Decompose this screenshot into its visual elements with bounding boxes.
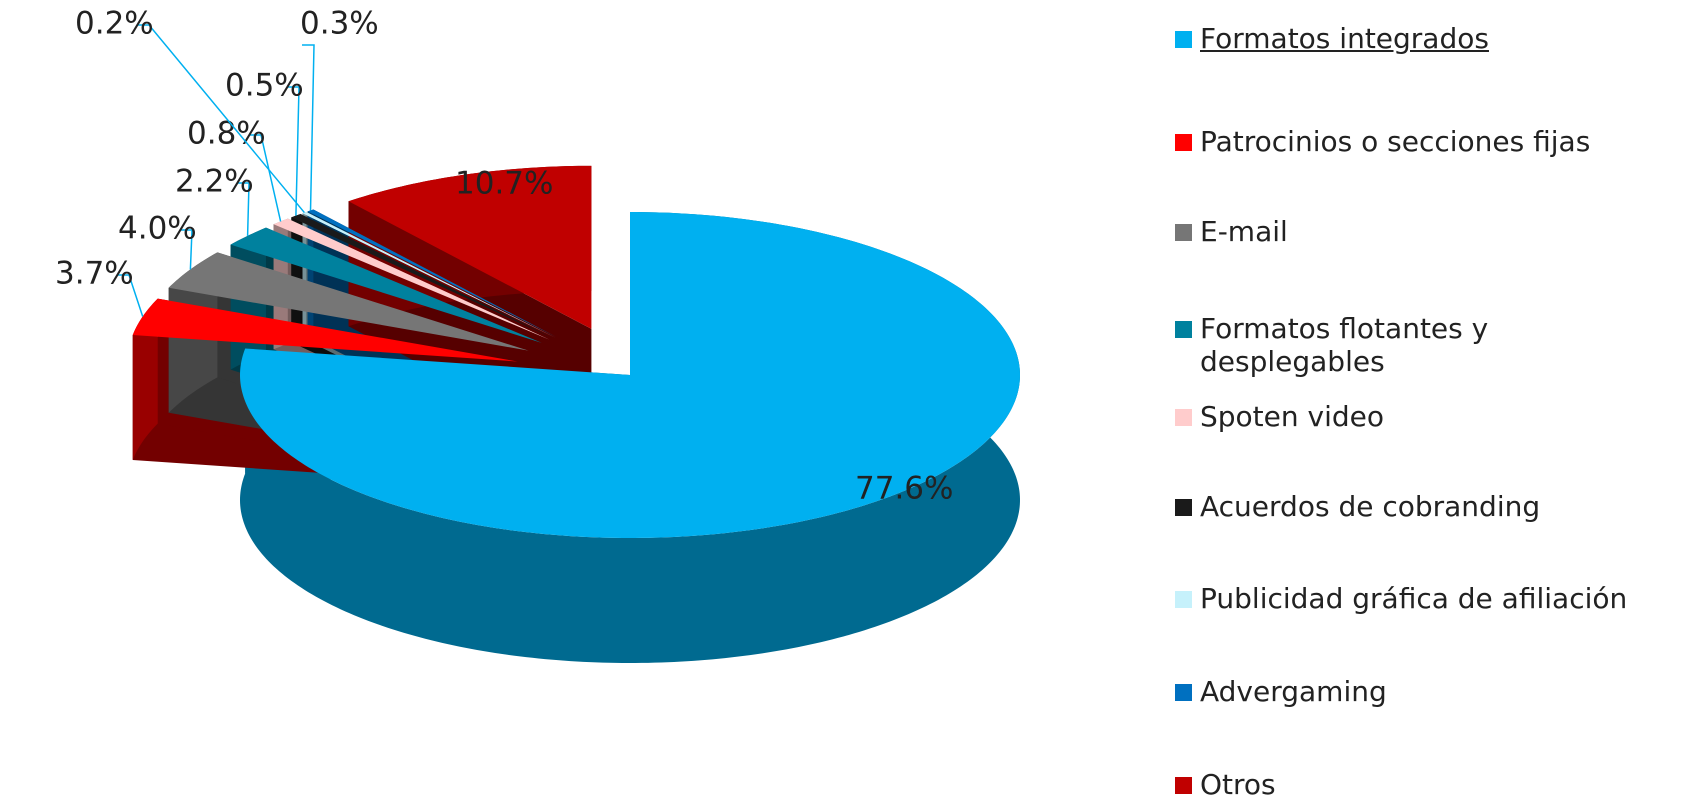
slice xyxy=(291,213,553,339)
leader-line xyxy=(237,182,250,236)
slice xyxy=(348,165,592,329)
tops xyxy=(132,165,1020,538)
legend-item: Publicidad gráfica de afiliación xyxy=(1175,582,1627,615)
slice xyxy=(132,298,518,362)
data-label: 0.2% xyxy=(75,6,154,42)
legend-label: Advergaming xyxy=(1200,675,1387,708)
slice xyxy=(273,218,550,340)
legend-label: Otros xyxy=(1200,768,1276,801)
legend-item: E-mail xyxy=(1175,215,1288,248)
data-label: 4.0% xyxy=(118,211,197,247)
legend-label: Patrocinios o secciones fijas xyxy=(1200,125,1591,158)
leader-line xyxy=(137,24,305,214)
legend-item: Otros xyxy=(1175,768,1276,801)
data-label: 77.6% xyxy=(855,471,953,507)
slice xyxy=(240,212,1020,538)
legend-item: Formatos integrados xyxy=(1175,22,1489,55)
legend-swatch xyxy=(1175,31,1192,48)
legend-swatch xyxy=(1175,499,1192,516)
legend-item: Spoten video xyxy=(1175,400,1384,433)
legend-swatch xyxy=(1175,409,1192,426)
legend-label: Formatos integrados xyxy=(1200,22,1489,55)
data-label: 3.7% xyxy=(55,256,134,292)
legend-label: Acuerdos de cobranding xyxy=(1200,490,1541,523)
data-label: 0.8% xyxy=(187,116,266,152)
legend-item: Formatos flotantes y desplegables xyxy=(1175,312,1540,378)
legend-item: Acuerdos de cobranding xyxy=(1175,490,1540,523)
leader-line xyxy=(180,229,193,270)
leader-line xyxy=(302,44,315,211)
legend-item: Advergaming xyxy=(1175,675,1387,708)
legend-swatch xyxy=(1175,684,1192,701)
legend-swatch xyxy=(1175,224,1192,241)
legend-label: Publicidad gráfica de afiliación xyxy=(1200,582,1628,615)
leader-line xyxy=(117,274,144,317)
slice xyxy=(302,211,555,338)
legend-swatch xyxy=(1175,321,1192,338)
slice xyxy=(230,227,542,343)
legend-swatch xyxy=(1175,777,1192,794)
data-label: 0.5% xyxy=(225,68,304,104)
legend-label: E-mail xyxy=(1200,215,1288,248)
legend-swatch xyxy=(1175,591,1192,608)
data-label: 2.2% xyxy=(175,164,254,200)
legend-item: Patrocinios o secciones fijas xyxy=(1175,125,1590,158)
legend-swatch xyxy=(1175,134,1192,151)
data-label: 10.7% xyxy=(455,166,553,202)
slice-side xyxy=(132,298,158,460)
slice xyxy=(168,252,529,351)
data-label: 0.3% xyxy=(300,6,379,42)
leader-line xyxy=(287,86,300,216)
legend-label: Spoten video xyxy=(1200,400,1385,433)
legend-label: Formatos flotantes y desplegables xyxy=(1200,312,1489,378)
slice xyxy=(307,209,557,338)
leader-line xyxy=(249,134,282,222)
